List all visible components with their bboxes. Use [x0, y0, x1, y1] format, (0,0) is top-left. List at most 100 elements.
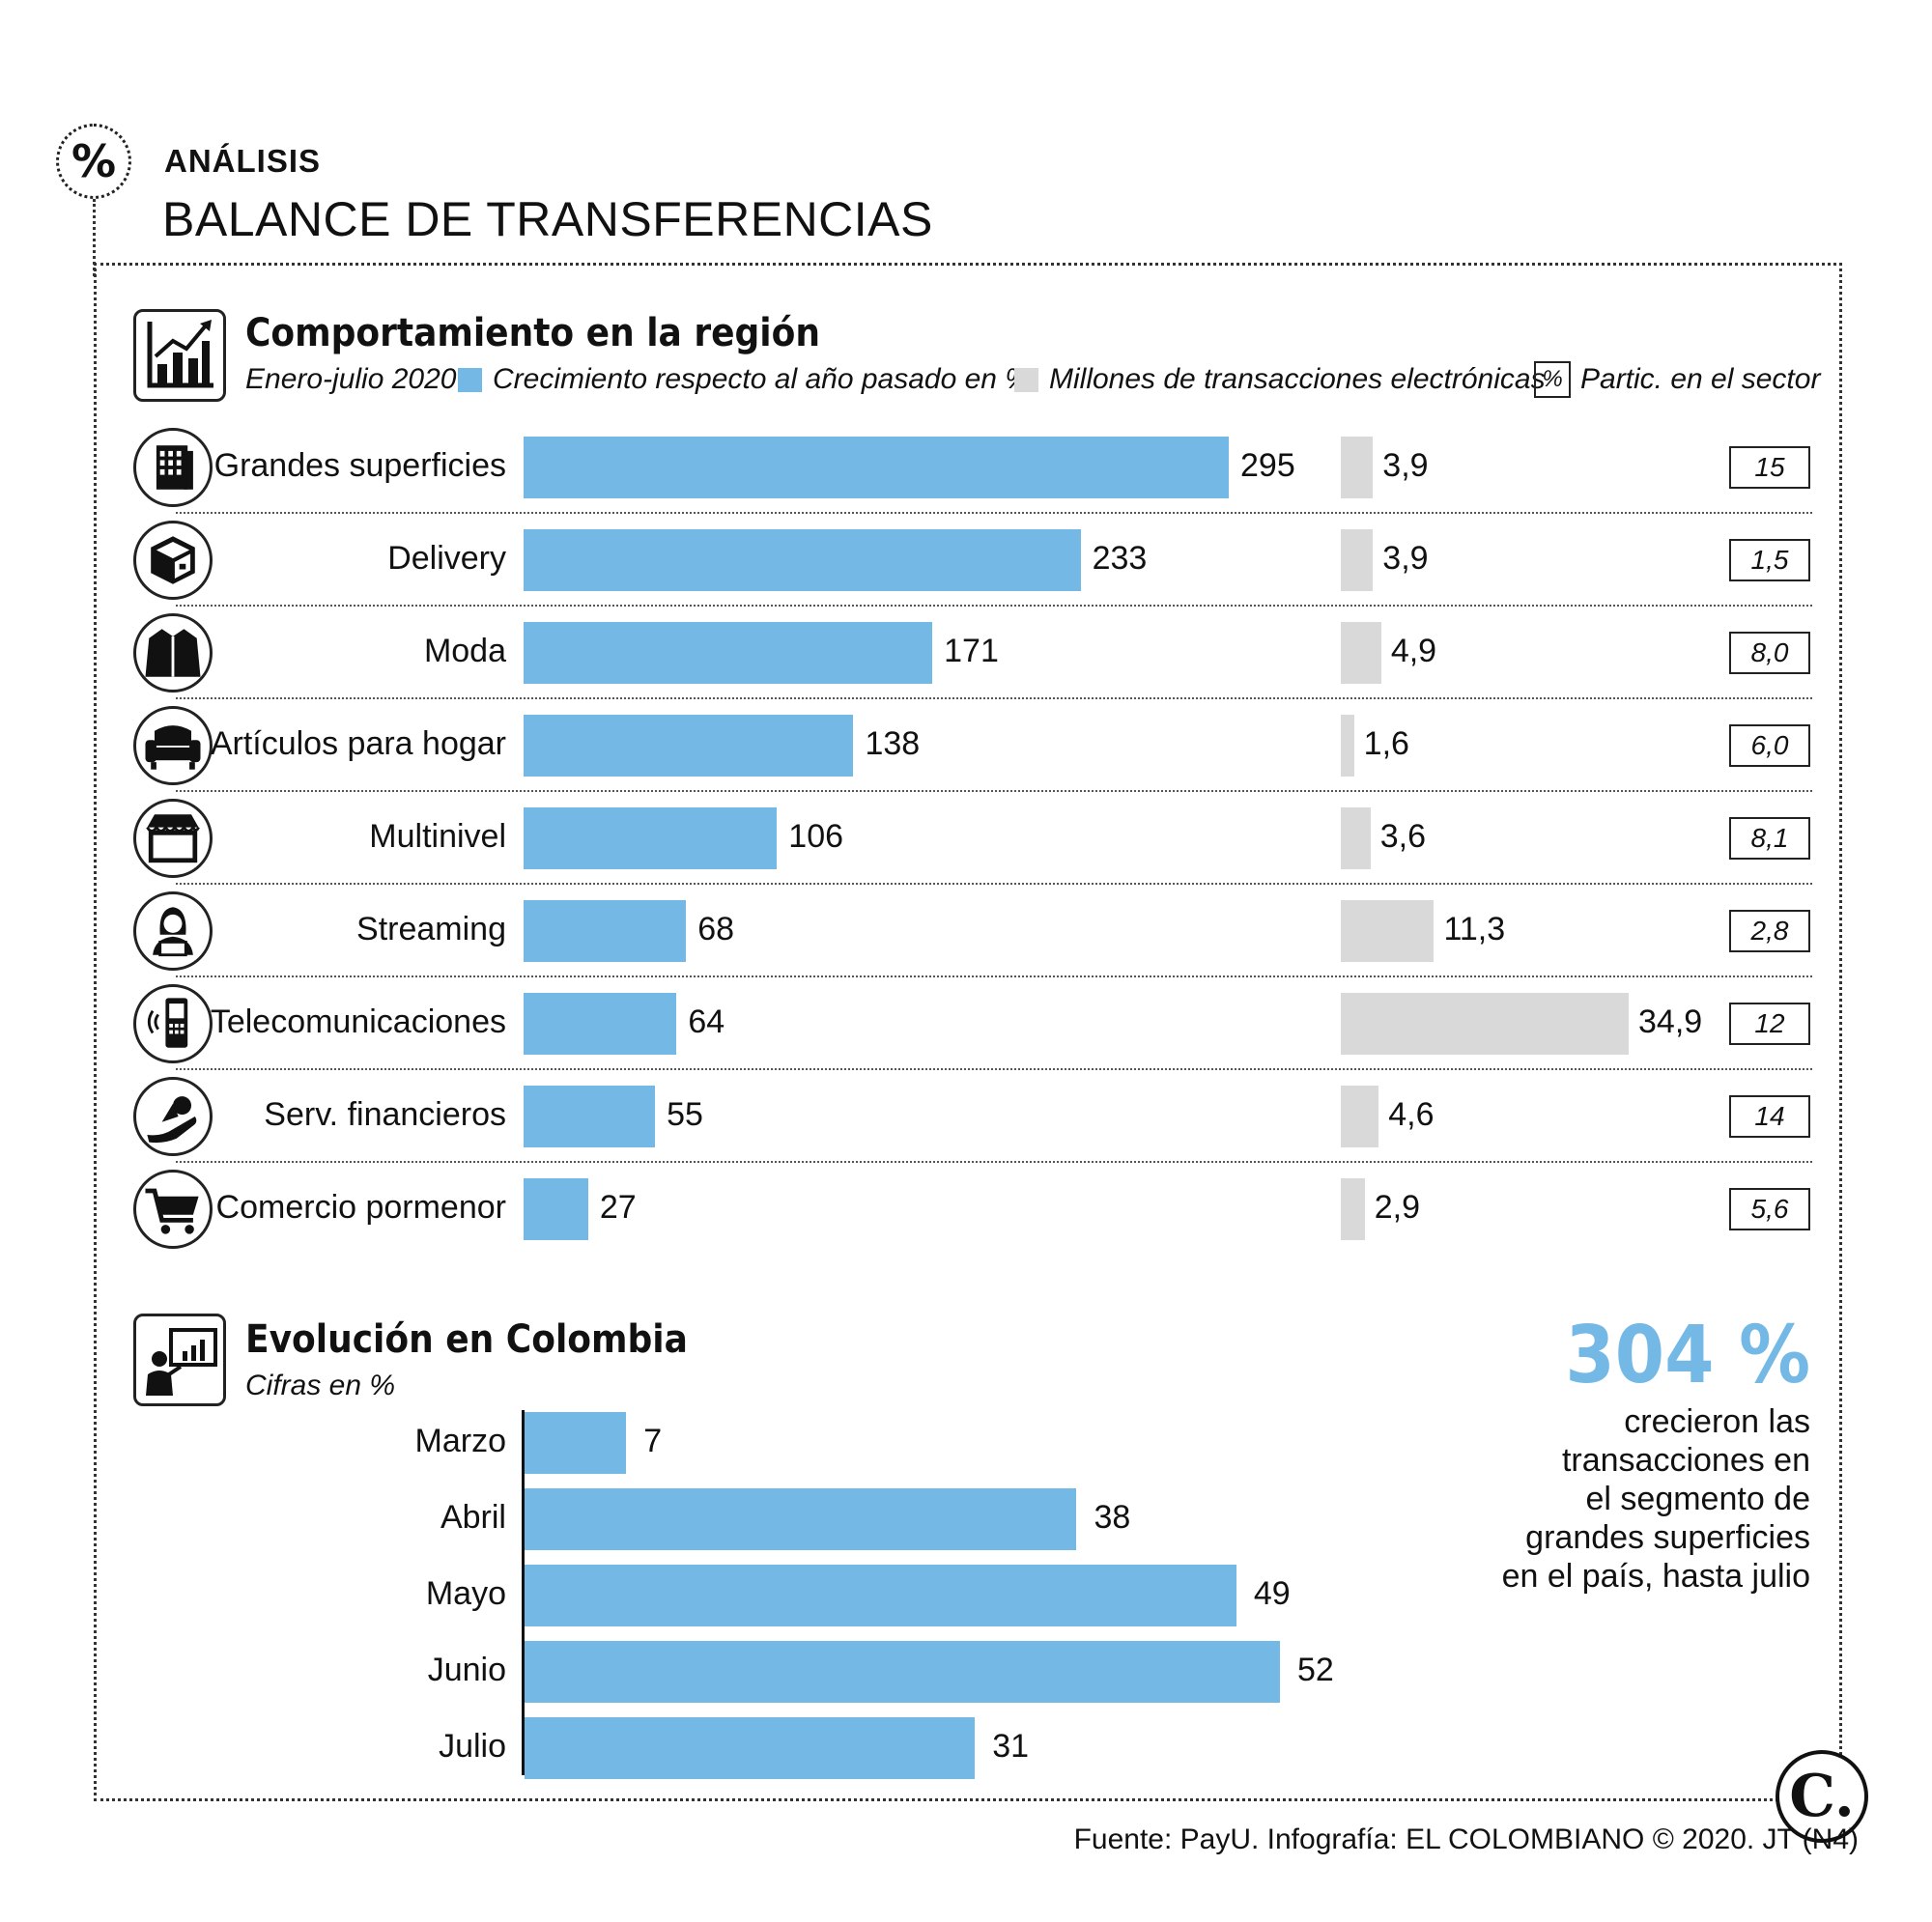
transactions-bar	[1341, 437, 1374, 498]
month-value: 38	[1094, 1499, 1131, 1536]
category-label: Telecomunicaciones	[210, 1003, 506, 1040]
transactions-value: 4,6	[1388, 1096, 1435, 1133]
growth-value: 55	[667, 1096, 703, 1133]
month-bar	[525, 1488, 1077, 1550]
highlight-number: 304 %	[1565, 1310, 1810, 1401]
category-label: Streaming	[356, 911, 506, 947]
row-separator	[176, 697, 1812, 699]
legend-transactions-label: Millones de transacciones electrónicas	[1049, 363, 1546, 395]
growth-bar	[524, 622, 933, 684]
colombia-subtitle: Cifras en %	[245, 1370, 396, 1401]
row-separator	[176, 883, 1812, 885]
growth-bar	[524, 715, 854, 777]
transactions-value: 3,6	[1379, 818, 1426, 855]
page-title: BALANCE DE TRANSFERENCIAS	[162, 192, 933, 246]
percent-badge-icon: %	[56, 124, 131, 199]
share-value: 6,0	[1729, 724, 1810, 767]
legend-share-box: %	[1534, 361, 1571, 398]
legend-share-label: Partic. en el sector	[1580, 363, 1821, 395]
month-bar	[525, 1641, 1280, 1703]
share-value: 2,8	[1729, 910, 1810, 952]
header-connector	[93, 199, 96, 276]
transactions-value: 11,3	[1443, 911, 1506, 947]
transactions-value: 2,9	[1374, 1189, 1421, 1226]
highlight-line: en el país, hasta julio	[1501, 1558, 1810, 1595]
person-laptop-icon	[133, 891, 213, 971]
box-icon	[133, 521, 213, 600]
growth-value: 171	[944, 633, 999, 669]
storefront-icon	[133, 799, 213, 878]
chart-growth-icon	[133, 309, 226, 402]
growth-bar	[524, 1178, 588, 1240]
growth-bar	[524, 807, 778, 869]
category-label: Serv. financieros	[264, 1096, 506, 1133]
transactions-value: 4,9	[1390, 633, 1437, 669]
transactions-bar	[1341, 529, 1374, 591]
growth-value: 64	[688, 1003, 725, 1040]
hand-money-icon	[133, 1077, 213, 1156]
month-value: 31	[992, 1728, 1030, 1765]
share-value: 8,1	[1729, 817, 1810, 860]
phone-icon	[133, 984, 213, 1063]
armchair-icon	[133, 706, 213, 785]
month-label: Abril	[440, 1499, 506, 1536]
transactions-bar	[1341, 900, 1435, 962]
category-label: Moda	[423, 633, 506, 669]
category-label: Delivery	[387, 540, 506, 577]
highlight-line: el segmento de	[1585, 1481, 1811, 1517]
category-label: Multinivel	[369, 818, 506, 855]
share-value: 12	[1729, 1003, 1810, 1045]
highlight-line: transacciones en	[1561, 1442, 1810, 1479]
content-frame	[94, 263, 1842, 1801]
transactions-value: 34,9	[1638, 1003, 1703, 1040]
month-label: Marzo	[414, 1423, 506, 1459]
presentation-icon	[133, 1314, 226, 1406]
month-value: 52	[1297, 1652, 1334, 1688]
growth-value: 27	[599, 1189, 637, 1226]
highlight-line: grandes superficies	[1525, 1519, 1810, 1556]
category-label: Grandes superficies	[213, 447, 506, 484]
transactions-bar	[1341, 1086, 1379, 1147]
row-separator	[176, 605, 1812, 607]
row-separator	[176, 1068, 1812, 1070]
growth-bar	[524, 437, 1229, 498]
row-separator	[176, 512, 1812, 514]
region-title: Comportamiento en la región	[245, 311, 820, 355]
growth-value: 233	[1092, 540, 1148, 577]
share-value: 8,0	[1729, 632, 1810, 674]
section-label: ANÁLISIS	[164, 143, 322, 179]
share-value: 15	[1729, 446, 1810, 489]
row-separator	[176, 975, 1812, 977]
share-value: 14	[1729, 1095, 1810, 1138]
transactions-value: 3,9	[1382, 447, 1429, 484]
el-colombiano-logo: C.	[1776, 1750, 1868, 1843]
transactions-bar	[1341, 715, 1354, 777]
transactions-value: 3,9	[1382, 540, 1429, 577]
row-separator	[176, 790, 1812, 792]
cart-icon	[133, 1170, 213, 1249]
legend-growth-label: Crecimiento respecto al año pasado en %	[493, 363, 1031, 395]
highlight-line: crecieron las	[1624, 1403, 1810, 1440]
highlight-note: crecieron las transacciones en el segmen…	[1502, 1402, 1810, 1596]
category-label: Artículos para hogar	[210, 725, 506, 762]
jacket-icon	[133, 613, 213, 692]
month-bar	[525, 1565, 1236, 1626]
region-period: Enero-julio 2020	[245, 363, 457, 395]
share-value: 1,5	[1729, 539, 1810, 581]
month-label: Junio	[427, 1652, 506, 1688]
growth-value: 295	[1240, 447, 1295, 484]
transactions-bar	[1341, 1178, 1365, 1240]
legend-transactions-swatch	[1014, 368, 1038, 392]
colombia-title: Evolución en Colombia	[245, 1317, 688, 1362]
month-bar	[525, 1412, 627, 1474]
month-label: Mayo	[425, 1575, 506, 1612]
growth-value: 68	[697, 911, 735, 947]
growth-value: 138	[865, 725, 921, 762]
growth-bar	[524, 529, 1081, 591]
row-separator	[176, 1161, 1812, 1163]
transactions-bar	[1341, 993, 1629, 1055]
legend-growth-swatch	[458, 368, 482, 392]
transactions-value: 1,6	[1363, 725, 1409, 762]
share-value: 5,6	[1729, 1188, 1810, 1230]
source-credit: Fuente: PayU. Infografía: EL COLOMBIANO …	[1073, 1823, 1859, 1855]
